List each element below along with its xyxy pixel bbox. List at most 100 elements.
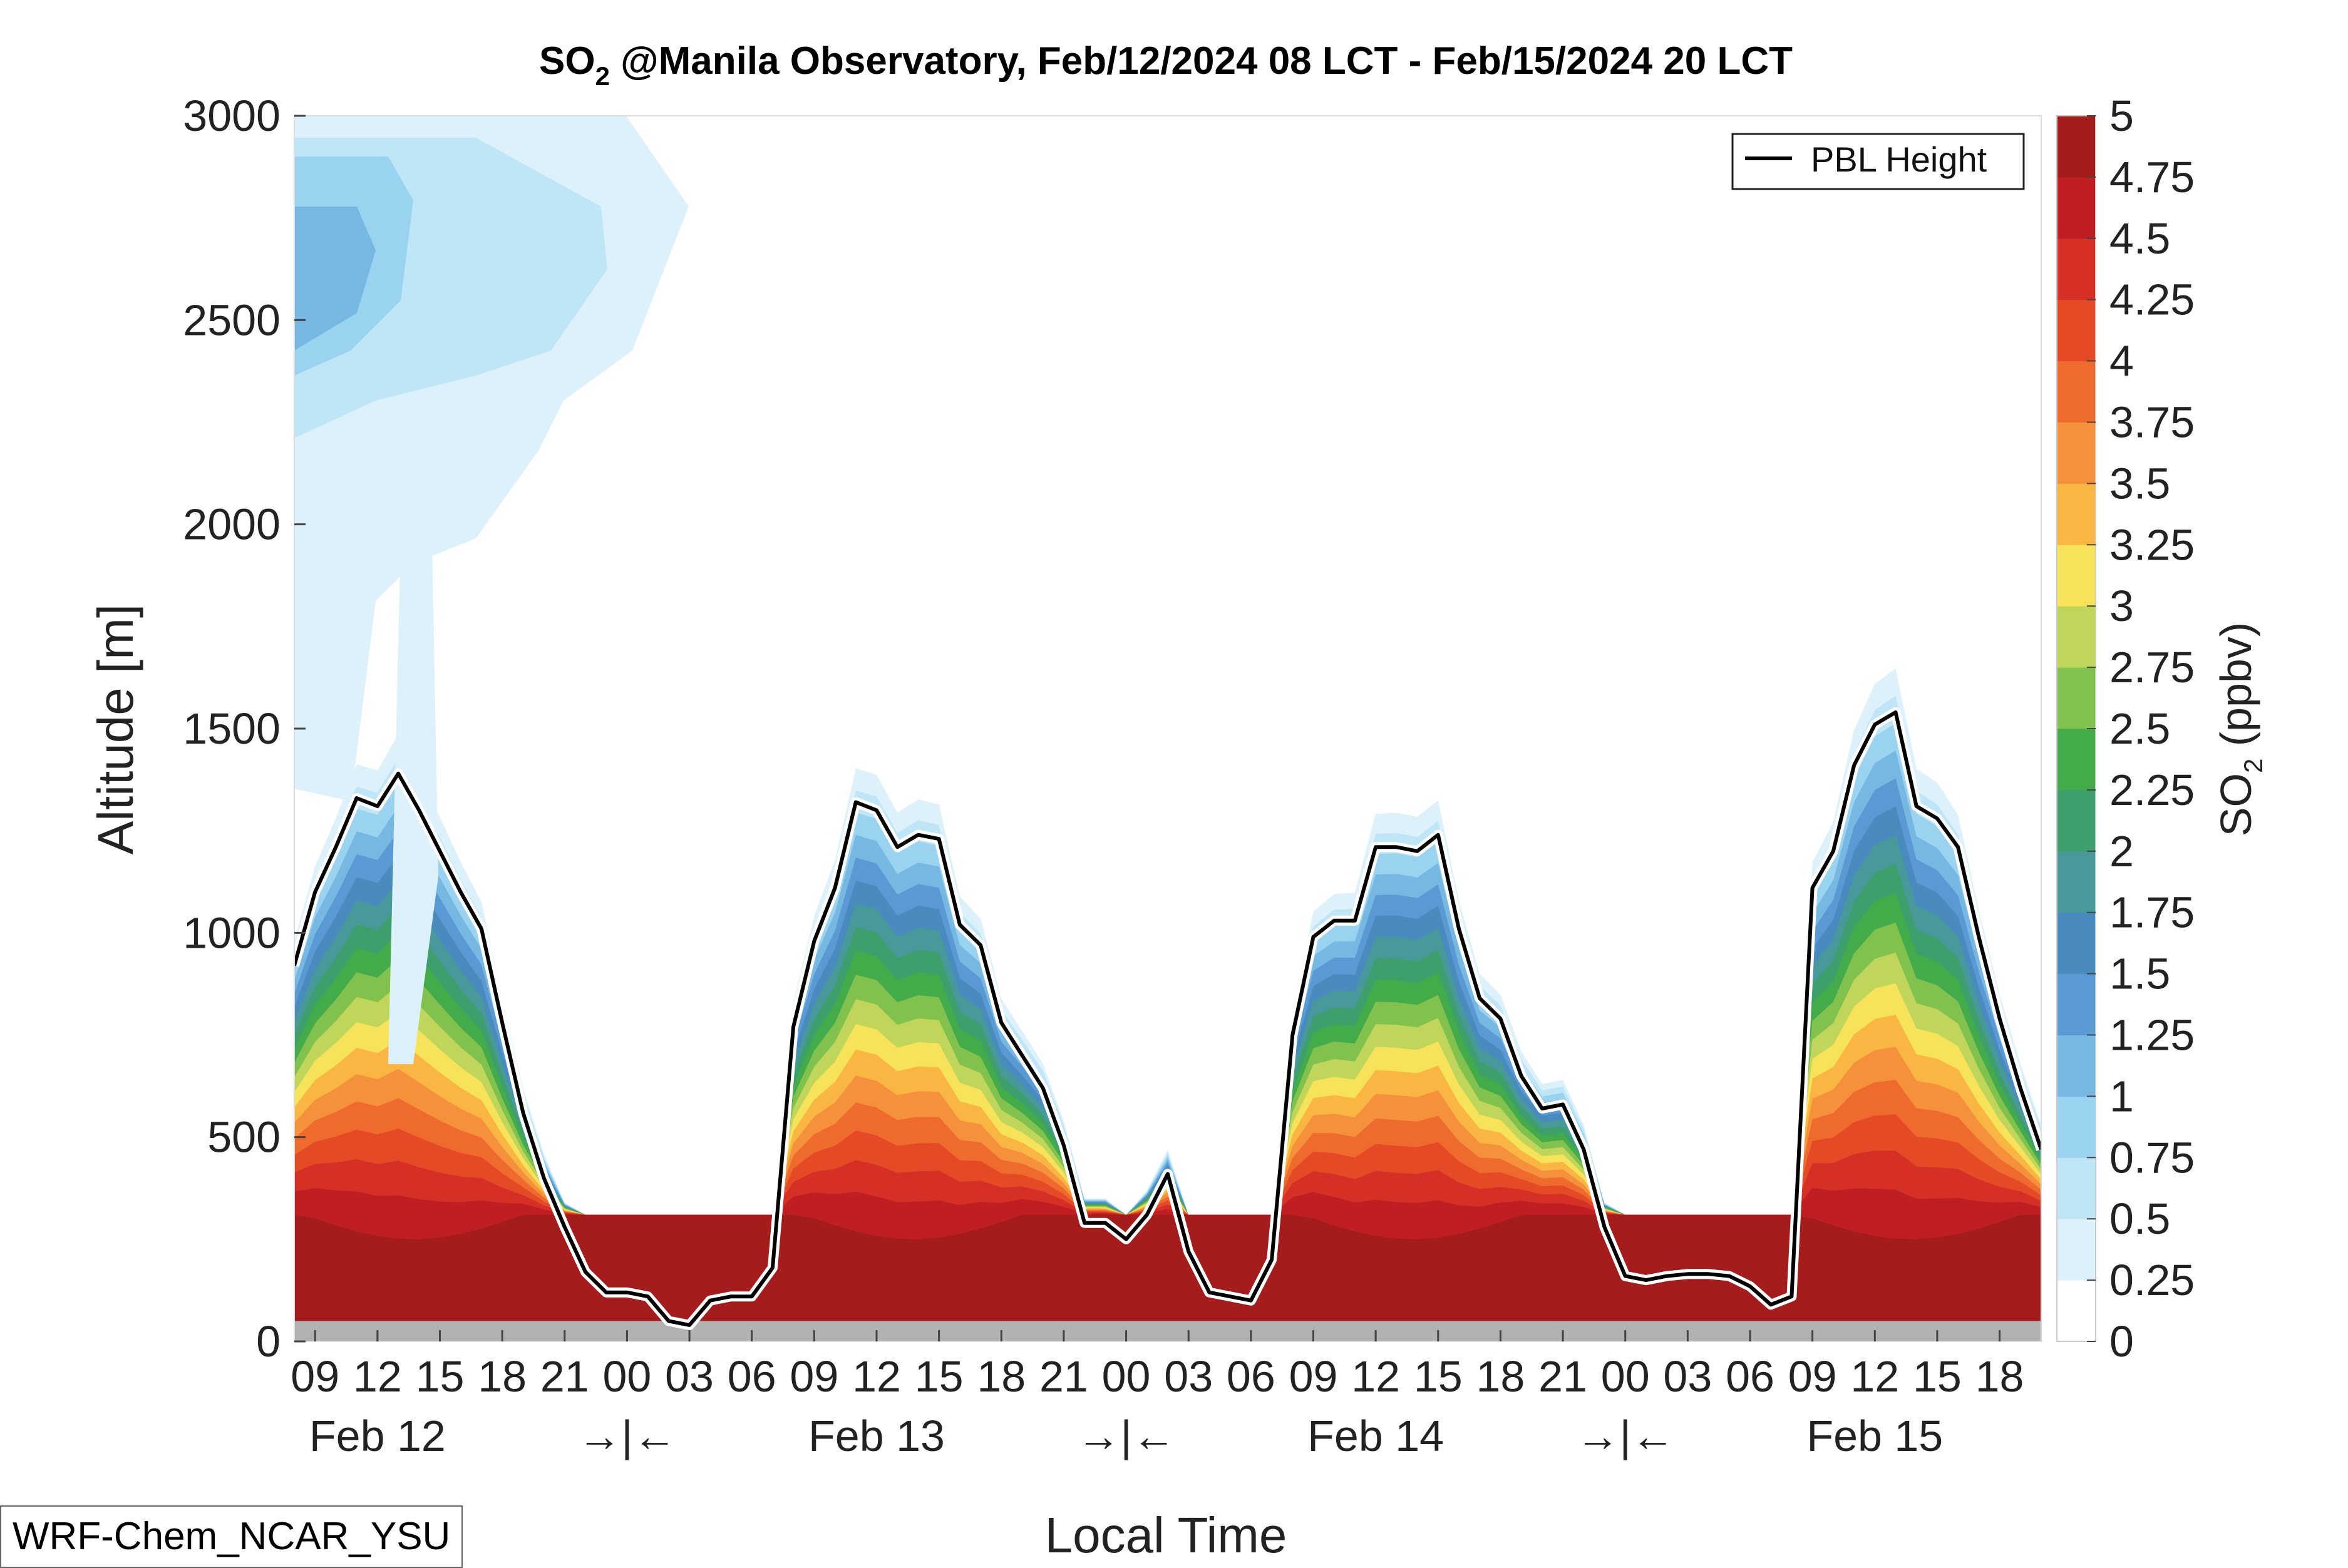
- colorbar-tick-label: 0.25: [2109, 1256, 2195, 1304]
- x-tick-label: 18: [478, 1352, 527, 1401]
- x-tick-label: 21: [1538, 1352, 1587, 1401]
- chart-title: SO2 @Manila Observatory, Feb/12/2024 08 …: [539, 39, 1793, 91]
- colorbar-tick-label: 4.25: [2109, 275, 2195, 324]
- colorbar-segment: [2057, 177, 2096, 239]
- colorbar-segment: [2057, 912, 2096, 975]
- x-tick-label: 09: [1289, 1352, 1338, 1401]
- colorbar-segment: [2057, 1280, 2096, 1342]
- colorbar-segment: [2057, 1157, 2096, 1219]
- colorbar-tick-label: 3.5: [2109, 459, 2170, 508]
- colorbar-segment: [2057, 361, 2096, 423]
- x-tick-label: 06: [1227, 1352, 1275, 1401]
- upper-plume-3: [294, 207, 376, 351]
- x-axis-ticks: 09 12 15 18 21 00 03 06 09 12 15 18 21 00 03 06 09 12 15 18…: [291, 1330, 2024, 1401]
- y-tick-label: 500: [207, 1113, 281, 1162]
- colorbar-tick-label: 3.75: [2109, 398, 2195, 447]
- x-tick-label: 21: [540, 1352, 589, 1401]
- x-tick-label: 09: [1788, 1352, 1837, 1401]
- x-tick-label: 18: [1476, 1352, 1525, 1401]
- day-label: →|←: [1076, 1412, 1175, 1460]
- colorbar-segment: [2057, 299, 2096, 362]
- colorbar-ticks: 0 0.25 0.5 0.75 1 1.25 1.5 1.75 2 2.25 2.5 2.75 3 3.2…: [2087, 91, 2195, 1366]
- colorbar-segment: [2057, 422, 2096, 484]
- y-tick-label: 2000: [183, 500, 281, 549]
- x-tick-label: 06: [1726, 1352, 1774, 1401]
- day-label: Feb 12: [309, 1412, 446, 1460]
- x-axis-day-labels: Feb 12 →|← Feb 13 →|← Feb 14 →|← Feb 15: [309, 1412, 1943, 1460]
- colorbar-segment: [2057, 789, 2096, 852]
- colorbar-tick-label: 1.5: [2109, 950, 2170, 998]
- colorbar-segment: [2057, 851, 2096, 913]
- colorbar-tick-label: 3.25: [2109, 520, 2195, 569]
- day-label: →|←: [1576, 1412, 1675, 1460]
- colorbar-segment: [2057, 1219, 2096, 1281]
- x-tick-label: 15: [1414, 1352, 1463, 1401]
- y-axis-label: Altitude [m]: [88, 604, 143, 854]
- colorbar-tick-label: 3: [2109, 582, 2134, 630]
- x-tick-label: 12: [353, 1352, 402, 1401]
- colorbar-tick-label: 0: [2109, 1317, 2134, 1366]
- colorbar-segment: [2057, 729, 2096, 791]
- colorbar-label: SO2 (ppbv): [2212, 622, 2268, 836]
- pbl-height-line-core: [294, 710, 2041, 1327]
- colorbar-segment: [2057, 238, 2096, 300]
- colorbar-segment: [2057, 545, 2096, 607]
- x-tick-label: 09: [291, 1352, 339, 1401]
- colorbar-tick-label: 5: [2109, 91, 2134, 140]
- colorbar-segment: [2057, 116, 2096, 178]
- colorbar-segment: [2057, 667, 2096, 729]
- x-tick-label: 12: [1351, 1352, 1400, 1401]
- colorbar-segment: [2057, 973, 2096, 1035]
- colorbar-tick-label: 0.5: [2109, 1194, 2170, 1243]
- x-tick-label: 15: [915, 1352, 964, 1401]
- colorbar-tick-label: 1: [2109, 1072, 2134, 1120]
- legend-label: PBL Height: [1811, 140, 1987, 179]
- colorbar-tick-label: 2.5: [2109, 704, 2170, 753]
- x-tick-label: 03: [665, 1352, 714, 1401]
- colorbar-tick-label: 4.75: [2109, 153, 2195, 202]
- y-axis-ticks: 0 500 1000 1500 2000 2500 3000: [183, 91, 306, 1366]
- y-tick-label: 2500: [183, 295, 281, 344]
- colorbar-tick-label: 2: [2109, 827, 2134, 876]
- x-tick-label: 12: [1850, 1352, 1899, 1401]
- colorbar-segment: [2057, 1035, 2096, 1097]
- x-tick-label: 21: [1039, 1352, 1088, 1401]
- colorbar-tick-label: 1.75: [2109, 888, 2195, 937]
- x-tick-label: 00: [1102, 1352, 1151, 1401]
- x-tick-label: 00: [1601, 1352, 1650, 1401]
- x-tick-label: 18: [977, 1352, 1026, 1401]
- x-tick-label: 06: [728, 1352, 776, 1401]
- x-tick-label: 03: [1663, 1352, 1712, 1401]
- colorbar-segment: [2057, 1096, 2096, 1158]
- y-tick-label: 1500: [183, 704, 281, 753]
- legend: PBL Height: [1731, 133, 2025, 190]
- x-tick-label: 00: [602, 1352, 651, 1401]
- colorbar-tick-label: 4: [2109, 337, 2134, 386]
- legend-box: [1731, 133, 2025, 190]
- x-tick-label: 15: [1913, 1352, 1962, 1401]
- day-label: Feb 13: [808, 1412, 945, 1460]
- y-tick-label: 0: [256, 1317, 281, 1366]
- surface-layer: [294, 1321, 2041, 1341]
- x-axis-label: Local Time: [1045, 1507, 1287, 1563]
- x-tick-label: 03: [1164, 1352, 1213, 1401]
- colorbar-segment: [2057, 606, 2096, 668]
- x-tick-label: 18: [1975, 1352, 2024, 1401]
- day-label: Feb 14: [1307, 1412, 1444, 1460]
- plot-area: [294, 116, 2041, 1341]
- colorbar-segment: [2057, 483, 2096, 545]
- y-tick-label: 3000: [183, 91, 281, 140]
- colorbar-tick-label: 2.75: [2109, 643, 2195, 692]
- colorbar-tick-label: 2.25: [2109, 766, 2195, 814]
- x-tick-label: 15: [416, 1352, 465, 1401]
- x-tick-label: 09: [790, 1352, 838, 1401]
- colorbar-tick-label: 1.25: [2109, 1011, 2195, 1060]
- model-label: WRF-Chem_NCAR_YSU: [0, 1505, 463, 1568]
- colorbar-tick-label: 4.5: [2109, 214, 2170, 263]
- colorbar-tick-label: 0.75: [2109, 1133, 2195, 1182]
- x-tick-label: 12: [852, 1352, 901, 1401]
- day-label: Feb 15: [1806, 1412, 1943, 1460]
- day-label: →|←: [577, 1412, 676, 1460]
- y-tick-label: 1000: [183, 908, 281, 957]
